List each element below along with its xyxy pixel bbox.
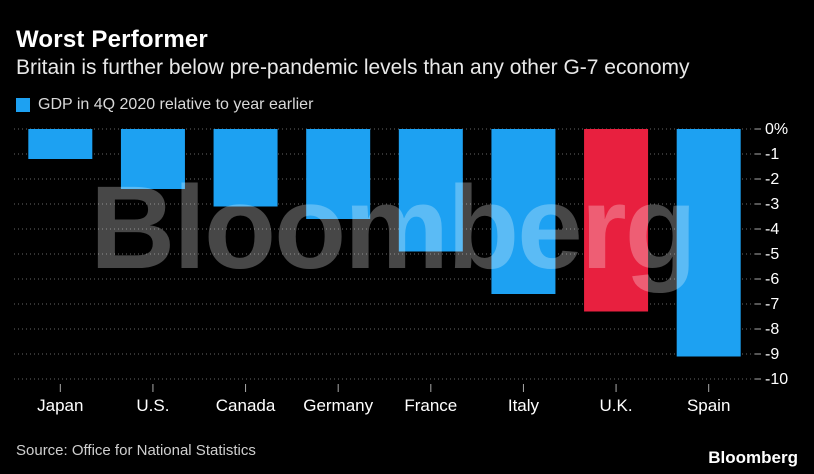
bar-japan bbox=[28, 129, 93, 159]
x-tick-label: Spain bbox=[687, 396, 730, 415]
legend-label: GDP in 4Q 2020 relative to year earlier bbox=[38, 96, 314, 113]
bar-france bbox=[398, 129, 463, 252]
x-tick-label: Italy bbox=[508, 396, 540, 415]
x-tick-label: Germany bbox=[303, 396, 373, 415]
y-tick-label: -6 bbox=[765, 271, 779, 288]
chart-title: Worst Performer bbox=[16, 26, 208, 53]
y-tick-label: -3 bbox=[765, 196, 779, 213]
y-tick-label: -4 bbox=[765, 221, 779, 238]
x-tick-label: Japan bbox=[37, 396, 83, 415]
bar-us bbox=[120, 129, 185, 189]
x-tick-label: U.S. bbox=[136, 396, 169, 415]
y-tick-label: -8 bbox=[765, 321, 779, 338]
bar-uk bbox=[584, 129, 649, 312]
bar-italy bbox=[491, 129, 556, 294]
y-tick-label: -1 bbox=[765, 146, 779, 163]
y-tick-label: -2 bbox=[765, 171, 779, 188]
y-tick-label: -9 bbox=[765, 346, 779, 363]
legend: GDP in 4Q 2020 relative to year earlier bbox=[16, 96, 313, 114]
y-tick-label: -10 bbox=[765, 371, 788, 388]
x-tick-label: U.K. bbox=[600, 396, 633, 415]
y-tick-label: -7 bbox=[765, 296, 779, 313]
x-tick-label: Canada bbox=[216, 396, 276, 415]
bar-spain bbox=[676, 129, 741, 357]
source-note: Source: Office for National Statistics bbox=[16, 442, 256, 459]
legend-swatch bbox=[16, 98, 30, 112]
bar-germany bbox=[306, 129, 371, 219]
chart-subtitle: Britain is further below pre-pandemic le… bbox=[16, 56, 690, 79]
bar-canada bbox=[213, 129, 278, 207]
y-tick-label: 0% bbox=[765, 121, 788, 138]
x-tick-label: France bbox=[404, 396, 457, 415]
y-tick-label: -5 bbox=[765, 246, 779, 263]
brand-logo: Bloomberg bbox=[708, 448, 798, 467]
